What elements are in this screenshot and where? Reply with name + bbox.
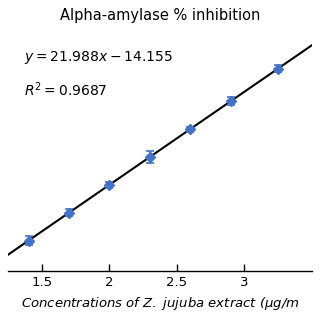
- Text: $R^2 = 0.9687$: $R^2 = 0.9687$: [23, 80, 107, 99]
- Text: $y = 21.988x - 14.155$: $y = 21.988x - 14.155$: [23, 49, 172, 66]
- Title: Alpha-amylase % inhibition: Alpha-amylase % inhibition: [60, 8, 260, 23]
- X-axis label: Concentrations of $Z.$ $jujuba$ extract ($\mu$g/m: Concentrations of $Z.$ $jujuba$ extract …: [20, 295, 300, 312]
